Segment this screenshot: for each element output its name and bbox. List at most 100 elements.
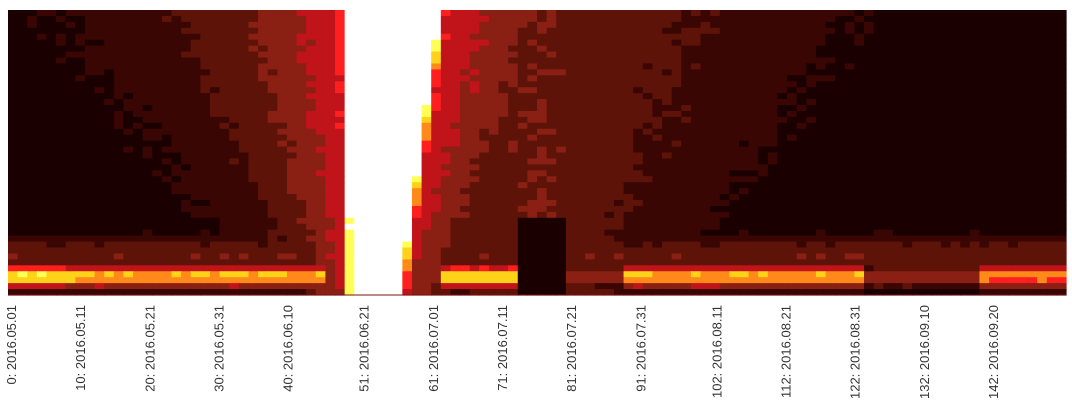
heatmap-cell bbox=[1027, 87, 1038, 94]
heatmap-cell bbox=[767, 45, 779, 53]
heatmap-cell bbox=[575, 45, 586, 53]
heatmap-cell bbox=[671, 170, 682, 177]
heatmap-cell bbox=[642, 63, 654, 70]
heatmap-cell bbox=[940, 110, 952, 118]
heatmap-cell bbox=[729, 140, 740, 148]
heatmap-cell bbox=[575, 27, 586, 35]
heatmap-cell bbox=[710, 69, 721, 76]
heatmap-cell bbox=[142, 128, 153, 136]
heatmap-cell bbox=[681, 247, 692, 255]
heatmap-cell bbox=[335, 75, 346, 82]
heatmap-cell bbox=[421, 63, 432, 70]
heatmap-cell bbox=[488, 57, 500, 65]
heatmap-cell bbox=[363, 259, 375, 266]
heatmap-cell bbox=[613, 128, 625, 136]
heatmap-cell bbox=[123, 39, 134, 47]
heatmap-cell bbox=[681, 271, 692, 278]
heatmap-cell bbox=[498, 87, 509, 94]
heatmap-cell bbox=[277, 10, 288, 17]
heatmap-cell bbox=[181, 223, 192, 231]
heatmap-cell bbox=[921, 253, 932, 260]
heatmap-cell bbox=[806, 33, 817, 41]
heatmap-cell bbox=[613, 217, 625, 225]
heatmap-cell bbox=[767, 176, 779, 183]
heatmap-cell bbox=[161, 253, 173, 260]
heatmap-cell bbox=[325, 33, 336, 41]
heatmap-cell bbox=[1046, 93, 1057, 100]
heatmap-cell bbox=[277, 122, 288, 130]
heatmap-cell bbox=[200, 45, 211, 53]
heatmap-cell bbox=[835, 176, 846, 183]
heatmap-cell bbox=[585, 122, 596, 130]
heatmap-cell bbox=[931, 200, 942, 207]
heatmap-cell bbox=[27, 110, 38, 118]
heatmap-cell bbox=[652, 10, 663, 17]
heatmap-cell bbox=[94, 229, 105, 237]
heatmap-cell bbox=[594, 87, 605, 94]
heatmap-cell bbox=[527, 140, 538, 148]
heatmap-cell bbox=[565, 235, 577, 243]
heatmap-cell bbox=[969, 235, 981, 243]
heatmap-cell bbox=[113, 21, 125, 29]
heatmap-cell bbox=[325, 223, 336, 231]
heatmap-cell bbox=[700, 265, 711, 272]
heatmap-cell bbox=[152, 39, 163, 47]
heatmap-cell bbox=[825, 253, 836, 260]
heatmap-cell bbox=[565, 253, 577, 260]
heatmap-cell bbox=[546, 241, 557, 249]
heatmap-cell bbox=[344, 170, 355, 177]
heatmap-cell bbox=[613, 259, 625, 266]
heatmap-cell bbox=[104, 170, 115, 177]
heatmap-cell bbox=[392, 81, 403, 88]
heatmap-cell bbox=[200, 164, 211, 171]
heatmap-cell bbox=[402, 211, 413, 219]
heatmap-cell bbox=[527, 21, 538, 29]
heatmap-cell bbox=[1017, 105, 1029, 112]
heatmap-cell bbox=[931, 247, 942, 255]
heatmap-cell bbox=[373, 81, 384, 88]
heatmap-cell bbox=[979, 271, 990, 278]
heatmap-cell bbox=[796, 110, 807, 118]
heatmap-cell bbox=[815, 63, 827, 70]
heatmap-cell bbox=[65, 134, 76, 142]
heatmap-cell bbox=[575, 158, 586, 165]
heatmap-cell bbox=[344, 211, 355, 219]
heatmap-cell bbox=[873, 164, 884, 171]
heatmap-cell bbox=[873, 253, 884, 260]
heatmap-cell bbox=[411, 223, 423, 231]
heatmap-cell bbox=[46, 81, 57, 88]
heatmap-cell bbox=[517, 87, 528, 94]
heatmap-cell bbox=[690, 211, 702, 219]
heatmap-cell bbox=[835, 69, 846, 76]
heatmap-cell bbox=[960, 110, 971, 118]
heatmap-cell bbox=[758, 253, 769, 260]
heatmap-cell bbox=[787, 170, 798, 177]
heatmap-cell bbox=[835, 217, 846, 225]
heatmap-cell bbox=[267, 21, 278, 29]
heatmap-cell bbox=[190, 10, 201, 17]
heatmap-cell bbox=[286, 75, 298, 82]
heatmap-cell bbox=[767, 51, 779, 59]
heatmap-cell bbox=[123, 200, 134, 207]
heatmap-cell bbox=[517, 105, 528, 112]
heatmap-cell bbox=[546, 247, 557, 255]
heatmap-cell bbox=[815, 116, 827, 124]
heatmap-cell bbox=[1046, 265, 1057, 272]
heatmap-cell bbox=[152, 33, 163, 41]
heatmap-cell bbox=[94, 152, 105, 160]
heatmap-cell bbox=[998, 63, 1009, 70]
heatmap-cell bbox=[950, 205, 961, 213]
heatmap-cell bbox=[411, 134, 423, 142]
heatmap-cell bbox=[652, 105, 663, 112]
heatmap-cell bbox=[960, 170, 971, 177]
heatmap-cell bbox=[940, 194, 952, 201]
heatmap-cell bbox=[796, 63, 807, 70]
heatmap-cell bbox=[835, 259, 846, 266]
heatmap-cell bbox=[460, 51, 471, 59]
heatmap-cell bbox=[585, 128, 596, 136]
heatmap-cell bbox=[787, 75, 798, 82]
heatmap-cell bbox=[373, 75, 384, 82]
heatmap-cell bbox=[556, 140, 567, 148]
heatmap-cell bbox=[56, 15, 67, 23]
heatmap-cell bbox=[344, 217, 355, 225]
